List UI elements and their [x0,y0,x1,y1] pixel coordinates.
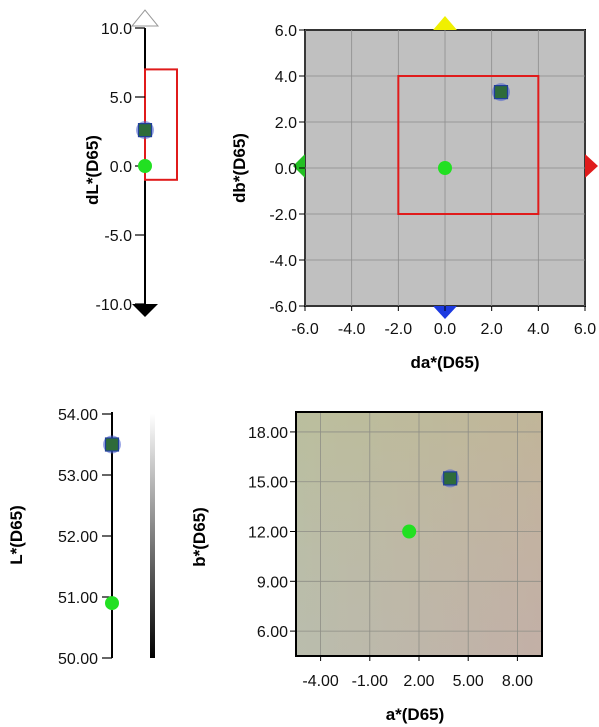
dadb-ytick-label: -4.0 [269,253,297,270]
dl-top-arrow [130,9,160,27]
dadb-green-arrow [293,154,305,178]
l-sample-marker [104,437,120,452]
l-tick-label: 50.00 [58,651,98,668]
ab-ytick-label: 15.00 [248,475,288,492]
dadb-ylabel: db*(D65) [230,133,249,203]
dadb-xlabel: da*(D65) [411,353,480,372]
l-tick-label: 54.00 [58,407,98,424]
dadb-xtick-label: 6.0 [574,321,596,338]
l-tick-label: 51.00 [58,590,98,607]
lightness-gradient-bar [150,414,155,658]
dadb-standard-marker [438,161,452,175]
dl-tick-label: -5.0 [104,228,132,245]
ab-ytick-label: 18.00 [248,425,288,442]
dadb-xtick-label: -6.0 [291,321,319,338]
dadb-xtick-label: 0.0 [434,321,456,338]
ab-xtick-label: -1.00 [352,673,389,690]
ab-xtick-label: 8.00 [502,673,533,690]
dadb-ytick-label: 0.0 [275,161,297,178]
dadb-ytick-label: 2.0 [275,115,297,132]
dl-tick-label: -10.0 [96,297,133,314]
dl-chart: 10.0 5.0 0.0 -5.0 -10.0 dL*(D65) [83,9,178,317]
ab-xtick-label: -4.00 [302,673,339,690]
dl-tick-label: 10.0 [101,21,132,38]
dadb-xtick-label: 4.0 [527,321,549,338]
dadb-ytick-label: -6.0 [269,299,297,316]
l-tick-label: 53.00 [58,468,98,485]
dadb-xtick-label: -2.0 [385,321,413,338]
ab-ytick-label: 12.00 [248,525,288,542]
dadb-xtick-label: -4.0 [338,321,366,338]
dl-tick-label: 5.0 [110,90,132,107]
ab-standard-marker [402,524,417,539]
dl-bottom-arrow [132,304,158,317]
dadb-xtick-label: 2.0 [481,321,503,338]
dadb-sample-marker [493,84,509,100]
dadb-yellow-arrow [433,16,457,30]
l-axis-label: L*(D65) [7,505,26,565]
dadb-ytick-label: -2.0 [269,207,297,224]
ab-xtick-label: 5.00 [453,673,484,690]
dadb-ytick-label: 4.0 [275,69,297,86]
ab-ytick-label: 6.00 [257,624,288,641]
dadb-red-arrow [585,154,598,178]
ab-chart: 18.00 15.00 12.00 9.00 6.00 -4.00 -1.00 2.00 5.0… [190,411,543,724]
ab-ylabel: b*(D65) [190,507,209,567]
dl-axis-label: dL*(D65) [83,135,102,205]
dadb-blue-arrow [433,306,457,319]
dadb-chart: 6.0 4.0 2.0 0.0 -2.0 -4.0 -6.0 -6.0 -4.0 -2.0 0.0 2… [230,16,598,372]
dl-tick-label: 0.0 [110,159,132,176]
ab-xlabel: a*(D65) [386,705,445,724]
l-chart: 54.00 53.00 52.00 51.00 50.00 L*(D65) [7,407,155,668]
ab-ytick-label: 9.00 [257,574,288,591]
dadb-ytick-label: 6.0 [275,23,297,40]
ab-sample-marker [443,471,458,486]
l-tick-label: 52.00 [58,529,98,546]
dl-standard-marker [138,159,152,173]
dl-sample-marker [137,123,153,138]
l-standard-marker [105,596,119,611]
ab-xtick-label: 2.00 [403,673,434,690]
dadb-tolerance-box [397,75,540,215]
